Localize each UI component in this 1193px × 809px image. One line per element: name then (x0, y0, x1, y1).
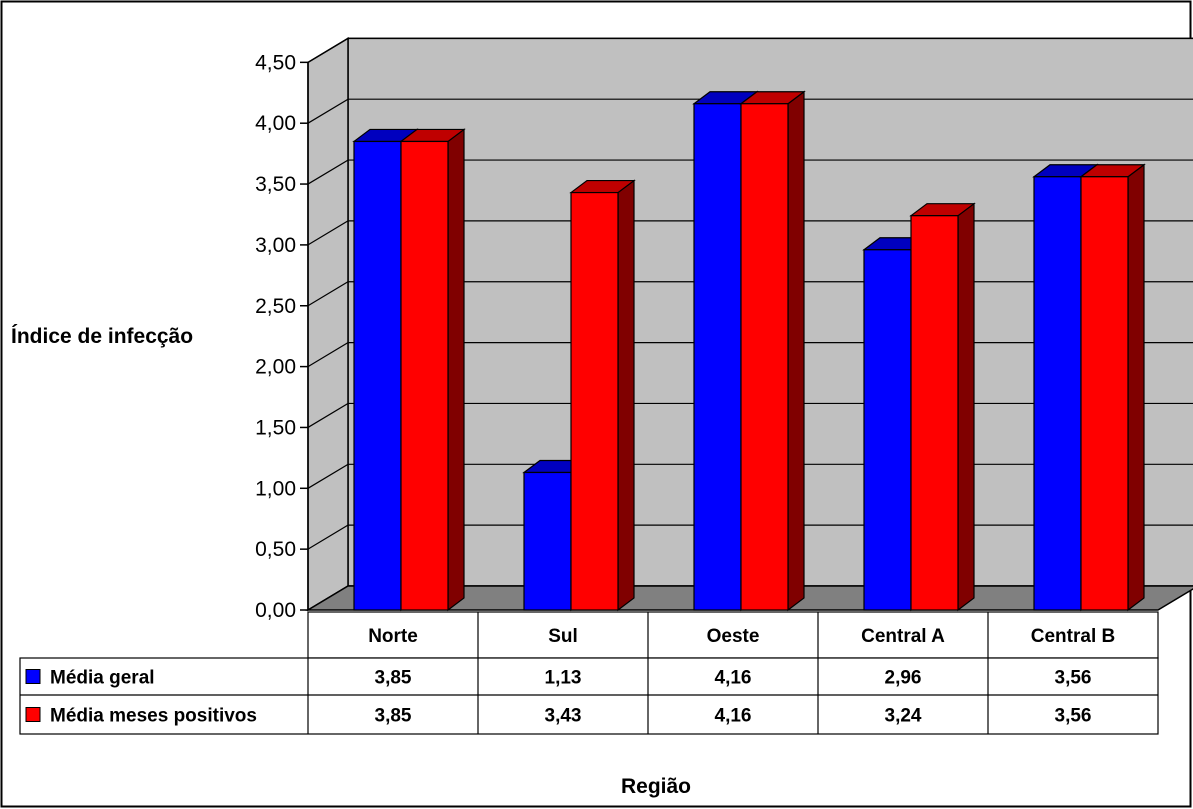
bar-front (353, 140, 402, 611)
y-axis-title: Índice de infecção (11, 325, 193, 348)
series-name: Média meses positivos (50, 706, 257, 727)
series-name: Média geral (50, 668, 155, 689)
bar-side (447, 128, 465, 612)
bar-front (693, 103, 742, 611)
gridline (307, 98, 1193, 124)
category-label: Sul (548, 626, 578, 647)
bar-front (740, 103, 789, 611)
y-tick-label: 4,00 (255, 112, 296, 135)
y-tick-label: 2,00 (255, 356, 296, 379)
data-value-label: 3,85 (375, 668, 412, 689)
bar-front (863, 249, 912, 611)
bar-front (523, 471, 572, 611)
data-value-label: 3,43 (545, 706, 582, 727)
data-value-label: 4,16 (715, 706, 752, 727)
bars (352, 90, 1146, 612)
y-tick-label: 1,50 (255, 416, 296, 439)
bar-side (957, 202, 975, 612)
y-tick-label: 0,50 (255, 538, 296, 561)
gridline (307, 159, 1193, 185)
legend-swatch (25, 669, 41, 684)
bar (1079, 163, 1146, 612)
data-value-label: 3,85 (375, 706, 412, 727)
y-tick-label: 3,00 (255, 234, 296, 257)
y-tick-label: 1,00 (255, 477, 296, 500)
bar-side (617, 179, 635, 612)
bar (739, 90, 806, 612)
table-header-row (307, 611, 1159, 659)
data-value-label: 3,56 (1055, 706, 1092, 727)
y-axis: 0,00 0,50 1,00 1,50 2,00 2,50 3,00 3,50 4,00 4,50 (255, 51, 309, 622)
bar-front (910, 215, 959, 611)
category-label: Central B (1031, 626, 1115, 647)
legend-swatch (25, 707, 41, 722)
bar-front (1033, 176, 1082, 611)
table-body (19, 657, 1159, 735)
side-wall (307, 37, 349, 612)
data-value-label: 2,96 (885, 668, 922, 689)
bar-side (787, 90, 805, 612)
bar-front (400, 140, 449, 611)
category-label: Norte (368, 626, 418, 647)
data-value-label: 1,13 (545, 668, 582, 689)
data-table: Norte Sul Oeste Central A Central B Média ger… (19, 611, 1159, 735)
y-tick-label: 3,50 (255, 173, 296, 196)
bar (909, 202, 976, 612)
category-label: Central A (861, 626, 945, 647)
category-label: Oeste (707, 626, 760, 647)
data-value-label: 3,56 (1055, 668, 1092, 689)
y-tick-label: 0,00 (255, 599, 296, 622)
gridline (307, 37, 1193, 63)
bar-front (570, 191, 619, 611)
y-tick-label: 2,50 (255, 295, 296, 318)
data-value-label: 3,24 (885, 706, 922, 727)
bar (569, 179, 636, 612)
bar-side (1127, 163, 1145, 612)
y-tick-label: 4,50 (255, 51, 296, 74)
data-value-label: 4,16 (715, 668, 752, 689)
x-axis-title: Região (621, 775, 691, 798)
bar-front (1080, 176, 1129, 611)
bar (399, 128, 466, 612)
